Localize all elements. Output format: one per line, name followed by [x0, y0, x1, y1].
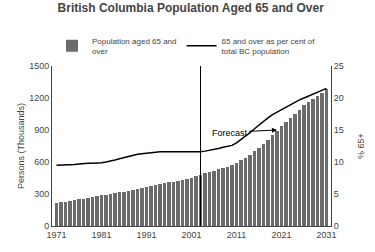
svg-text:Persons (Thousands): Persons (Thousands) [16, 103, 26, 189]
svg-text:20: 20 [334, 93, 344, 103]
svg-text:600: 600 [34, 157, 49, 167]
svg-text:0: 0 [334, 221, 339, 231]
svg-text:1971: 1971 [46, 230, 66, 240]
svg-text:Forecast: Forecast [212, 128, 248, 138]
svg-text:2031: 2031 [316, 230, 336, 240]
svg-text:% 65+: % 65+ [356, 133, 366, 159]
svg-text:1500: 1500 [29, 61, 49, 71]
svg-text:5: 5 [334, 189, 339, 199]
svg-text:900: 900 [34, 125, 49, 135]
svg-text:10: 10 [334, 157, 344, 167]
svg-text:British Columbia Population Ag: British Columbia Population Aged 65 and … [58, 1, 325, 15]
svg-text:1981: 1981 [91, 230, 111, 240]
svg-text:25: 25 [334, 61, 344, 71]
svg-text:2021: 2021 [271, 230, 291, 240]
svg-text:15: 15 [334, 125, 344, 135]
svg-text:1991: 1991 [136, 230, 156, 240]
svg-text:300: 300 [34, 189, 49, 199]
svg-text:0: 0 [44, 221, 49, 231]
svg-text:65 and over as per cent oftota: 65 and over as per cent oftotal BC popul… [222, 37, 316, 56]
svg-text:2001: 2001 [181, 230, 201, 240]
svg-text:2011: 2011 [227, 230, 246, 240]
svg-text:1200: 1200 [29, 93, 49, 103]
svg-text:Population aged 65 andover: Population aged 65 andover [92, 37, 177, 56]
